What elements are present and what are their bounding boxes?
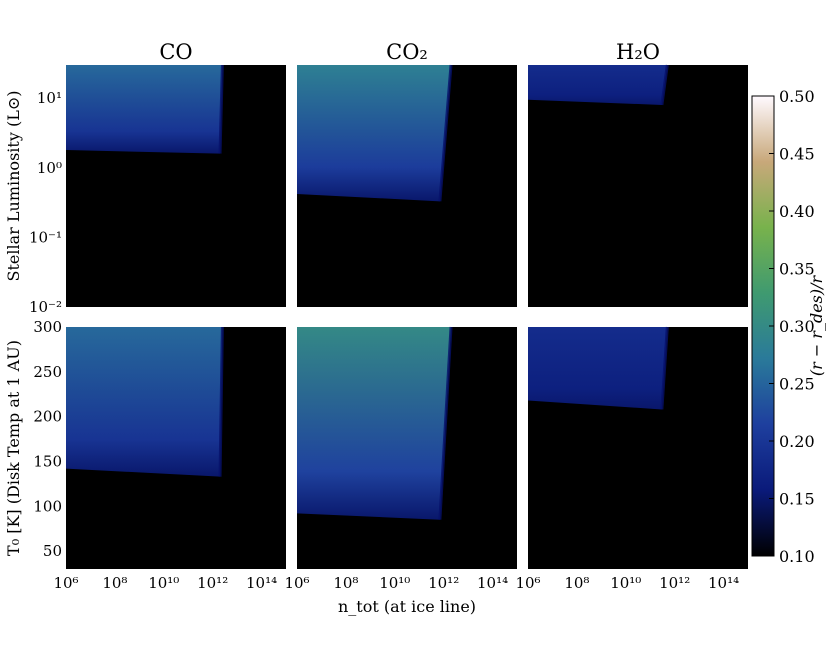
- x-tick-label: 10⁸: [333, 574, 358, 592]
- x-tick-label: 10¹²: [197, 574, 228, 592]
- x-tick-label: 10⁶: [284, 574, 309, 592]
- y-tick-label: 10⁻²: [29, 298, 62, 316]
- region-edge: [438, 326, 453, 520]
- panels-layer: [66, 64, 748, 569]
- heatmap-region-1-2: [528, 327, 668, 410]
- heatmap-region-1-1: [297, 327, 452, 520]
- heatmap-region-0-1: [297, 65, 452, 202]
- y-tick-label: 300: [33, 318, 62, 336]
- x-tick-label: 10¹⁴: [477, 574, 508, 592]
- column-title: CO₂: [386, 40, 428, 64]
- x-tick-label: 10⁸: [564, 574, 589, 592]
- x-tick-label: 10¹²: [659, 574, 690, 592]
- column-title: H₂O: [616, 40, 660, 64]
- panel-background: [528, 65, 748, 307]
- y-tick-label: 50: [43, 542, 62, 560]
- region-edge: [218, 326, 224, 477]
- column-title: CO: [159, 40, 192, 64]
- x-tick-label: 10¹²: [428, 574, 459, 592]
- y-tick-label: 200: [33, 408, 62, 426]
- region-edge: [218, 64, 224, 154]
- y-axis-label: T₀ [K] (Disk Temp at 1 AU): [4, 340, 23, 556]
- y-tick-label: 100: [33, 497, 62, 515]
- x-tick-label: 10¹⁰: [379, 574, 410, 592]
- x-tick-label: 10¹⁴: [246, 574, 277, 592]
- colorbar-tick-label: 0.10: [779, 547, 815, 566]
- x-tick-label: 10¹⁰: [610, 574, 641, 592]
- y-tick-label: 10⁰: [37, 159, 62, 177]
- region-edge: [438, 64, 453, 202]
- region-edge: [660, 326, 669, 410]
- y-axis-label: Stellar Luminosity (L⊙): [4, 91, 23, 282]
- heatmap-region-0-0: [66, 65, 223, 154]
- y-tick-label: 10⁻¹: [29, 228, 62, 246]
- heatmap-region-0-2: [528, 65, 668, 105]
- colorbar-tick-label: 0.35: [779, 260, 815, 279]
- y-tick-label: 10¹: [37, 89, 62, 107]
- region-edge: [660, 64, 669, 106]
- labels-layer: CO CO₂ H₂O 10⁻² 10⁻¹ 10⁰ 10¹ Stellar Luminosity…: [4, 40, 739, 616]
- x-tick-label: 10⁸: [102, 574, 127, 592]
- colorbar-tick-label: 0.25: [779, 375, 815, 394]
- y-tick-label: 150: [33, 452, 62, 470]
- colorbar-tick-label: 0.40: [779, 202, 815, 221]
- colorbar-tick-label: 0.50: [779, 87, 815, 106]
- colorbar-label: (r − r_des)/r: [807, 274, 826, 376]
- heatmap-region-1-0: [66, 327, 223, 477]
- x-tick-label: 10¹⁰: [148, 574, 179, 592]
- colorbar: 0.50 0.45 0.40 0.35 0.30 0.25 0.20 0.15 0.10 (r −…: [751, 87, 826, 566]
- x-tick-label: 10⁶: [515, 574, 540, 592]
- x-tick-label: 10⁶: [53, 574, 78, 592]
- colorbar-tick-label: 0.20: [779, 432, 815, 451]
- x-axis-label: n_tot (at ice line): [338, 597, 476, 616]
- x-tick-label: 10¹⁴: [708, 574, 739, 592]
- colorbar-tick-label: 0.45: [779, 145, 815, 164]
- colorbar-tick-label: 0.15: [779, 490, 815, 509]
- colorbar-tick-label: 0.30: [779, 317, 815, 336]
- y-tick-label: 250: [33, 363, 62, 381]
